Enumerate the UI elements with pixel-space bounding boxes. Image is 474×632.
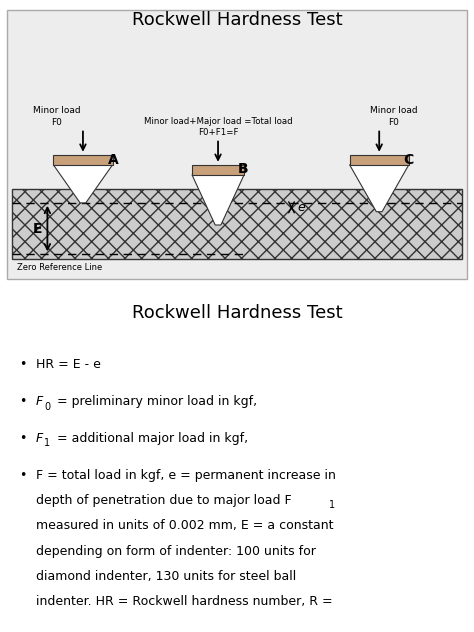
Text: = preliminary minor load in kgf,: = preliminary minor load in kgf, (53, 395, 257, 408)
Text: Rockwell Hardness Test: Rockwell Hardness Test (132, 11, 342, 29)
Text: depth of penetration due to major load F: depth of penetration due to major load F (36, 494, 291, 507)
Text: E: E (33, 222, 43, 236)
Text: C: C (403, 153, 413, 167)
Text: F = total load in kgf, e = permanent increase in: F = total load in kgf, e = permanent inc… (36, 469, 336, 482)
Text: 0: 0 (44, 401, 50, 411)
Text: Rockwell Hardness Test: Rockwell Hardness Test (132, 304, 342, 322)
Bar (53, 155, 113, 165)
Text: indenter. HR = Rockwell hardness number, R =: indenter. HR = Rockwell hardness number,… (36, 595, 332, 608)
Text: •: • (19, 469, 27, 482)
Text: measured in units of 0.002 mm, E = a constant: measured in units of 0.002 mm, E = a con… (36, 520, 333, 532)
Text: = additional major load in kgf,: = additional major load in kgf, (53, 432, 248, 445)
Text: •: • (19, 432, 27, 445)
Text: 1: 1 (329, 500, 336, 510)
Text: Minor load+Major load =Total load
F0+F1=F: Minor load+Major load =Total load F0+F1=… (144, 116, 292, 137)
Polygon shape (53, 165, 113, 203)
Text: depending on form of indenter: 100 units for: depending on form of indenter: 100 units… (36, 545, 315, 557)
Bar (12, 189, 462, 259)
FancyBboxPatch shape (7, 10, 467, 279)
Text: HR = E - e: HR = E - e (36, 358, 100, 372)
Polygon shape (350, 165, 409, 212)
Bar (350, 155, 409, 165)
Text: Minor load
F0: Minor load F0 (370, 106, 417, 126)
Text: F: F (36, 395, 43, 408)
Text: diamond indenter, 130 units for steel ball: diamond indenter, 130 units for steel ba… (36, 570, 296, 583)
Text: A: A (108, 153, 118, 167)
Text: 1: 1 (44, 439, 50, 448)
Text: Minor load
F0: Minor load F0 (33, 106, 81, 126)
Polygon shape (192, 175, 244, 225)
Text: •: • (19, 395, 27, 408)
Text: F: F (36, 432, 43, 445)
Text: •: • (19, 358, 27, 372)
Bar (192, 165, 244, 175)
Text: Zero Reference Line: Zero Reference Line (17, 263, 102, 272)
Text: e: e (297, 201, 305, 214)
Text: B: B (238, 162, 248, 176)
